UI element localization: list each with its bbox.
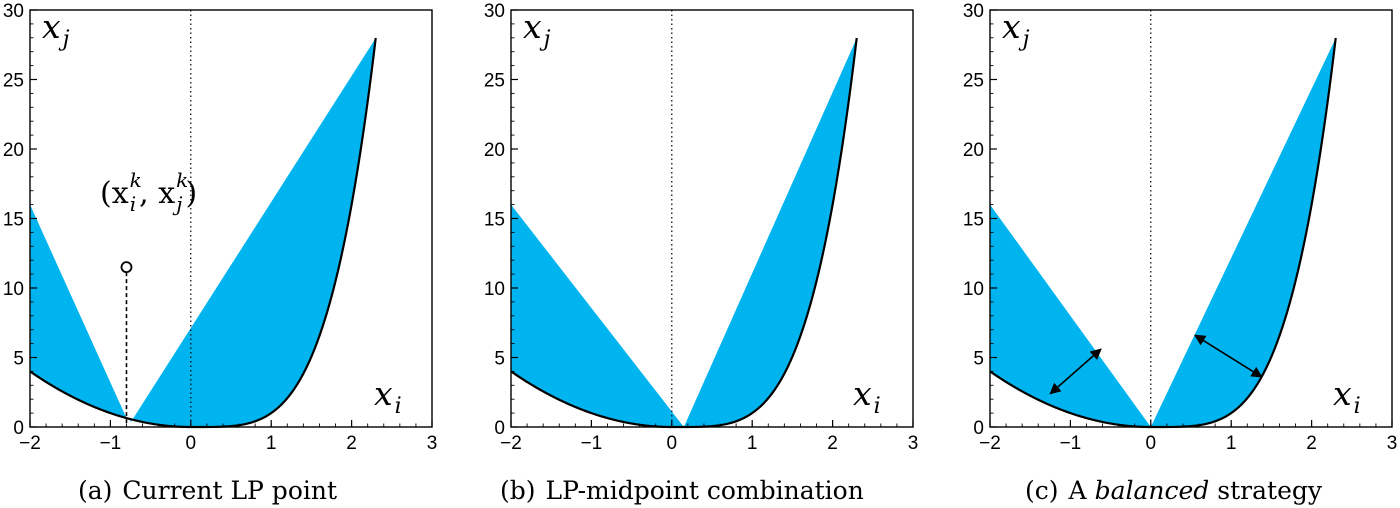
panel-b-xtick-label: −2 [500,433,522,454]
panel-a-ylabel: xj [42,7,70,52]
panel-b-xtick-label: 1 [747,433,758,454]
panel-c-xtick-label: 1 [1226,433,1237,454]
panel-c-regions [990,38,1336,427]
panel-c-ytick-label: 25 [963,71,984,92]
panel-c-xtick-label: 0 [1146,433,1157,454]
panel-b-xtick-label: 3 [908,433,919,454]
panel-b-xtick-label: −1 [581,433,603,454]
panel-a-ytick-label: 0 [13,418,24,439]
panel-a-ytick-label: 15 [3,210,24,231]
panel-a-ytick-label: 5 [13,349,24,370]
panel-a-xtick-label: 0 [186,433,197,454]
panel-b-ylabel: xj [523,7,551,52]
panel-a-region-2 [130,38,376,427]
panel-b-ytick-label: 30 [484,1,505,22]
panel-c-arrow-2 [1194,334,1263,378]
panel-a-xtick-label: 1 [266,433,277,454]
panel-b-xlabel: xi [853,374,881,419]
panel-c-extras [1049,334,1263,395]
panel-c-xlabel: xi [1333,374,1361,419]
panel-c-ytick-label: 15 [963,210,984,231]
panel-a-xtick-label: −1 [100,433,122,454]
panel-c-region-2 [1150,38,1336,427]
panel-a-extras [120,261,133,427]
panel-a-ytick-label: 10 [3,279,24,300]
panel-a-region-1 [30,204,127,419]
panel-a-xtick-label: 3 [427,433,438,454]
panel-b-ytick-label: 10 [484,279,505,300]
panel-a-xtick-label: −2 [19,433,41,454]
panel-c-xtick-label: 3 [1387,433,1398,454]
panel-a-xtick-label: 2 [346,433,357,454]
panel-c-ylabel: xj [1002,7,1030,52]
panel-a-caption: (a) Current LP point [78,476,337,505]
panel-c-xtick-label: 2 [1306,433,1317,454]
panel-b-ytick-label: 15 [484,210,505,231]
panel-c-ytick-label: 5 [973,349,984,370]
panel-a-point-label: (xk i, xk j) [100,168,197,216]
panel-b-ytick-label: 20 [484,140,505,161]
panel-b-region-1 [511,204,684,427]
panel-b-ytick-label: 5 [494,349,505,370]
panel-b-ytick-label: 25 [484,71,505,92]
panel-c-region-1 [990,204,1151,427]
panel-c-ytick-label: 10 [963,279,984,300]
panel-a-ytick-label: 25 [3,71,24,92]
panel-b-xtick-label: 2 [827,433,838,454]
panel-b-regions [511,38,857,427]
panel-c-ytick-label: 30 [963,1,984,22]
panel-a-regions [30,38,376,427]
panel-a-ytick-label: 20 [3,140,24,161]
panel-a-xlabel: xi [374,374,402,419]
panel-c-ytick-label: 0 [973,418,984,439]
panel-b-xtick-label: 0 [667,433,678,454]
panel-a-lp-point [120,261,133,274]
panel-b-caption: (b) LP-midpoint combination [500,476,864,505]
panel-c-xtick-label: −1 [1060,433,1082,454]
panel-c-ytick-label: 20 [963,140,984,161]
panel-b-region-2 [683,38,857,427]
panel-b-ytick-label: 0 [494,418,505,439]
panel-c-arrow-1 [1049,348,1102,395]
panel-a-ytick-label: 30 [3,1,24,22]
panel-c-xtick-label: −2 [979,433,1001,454]
